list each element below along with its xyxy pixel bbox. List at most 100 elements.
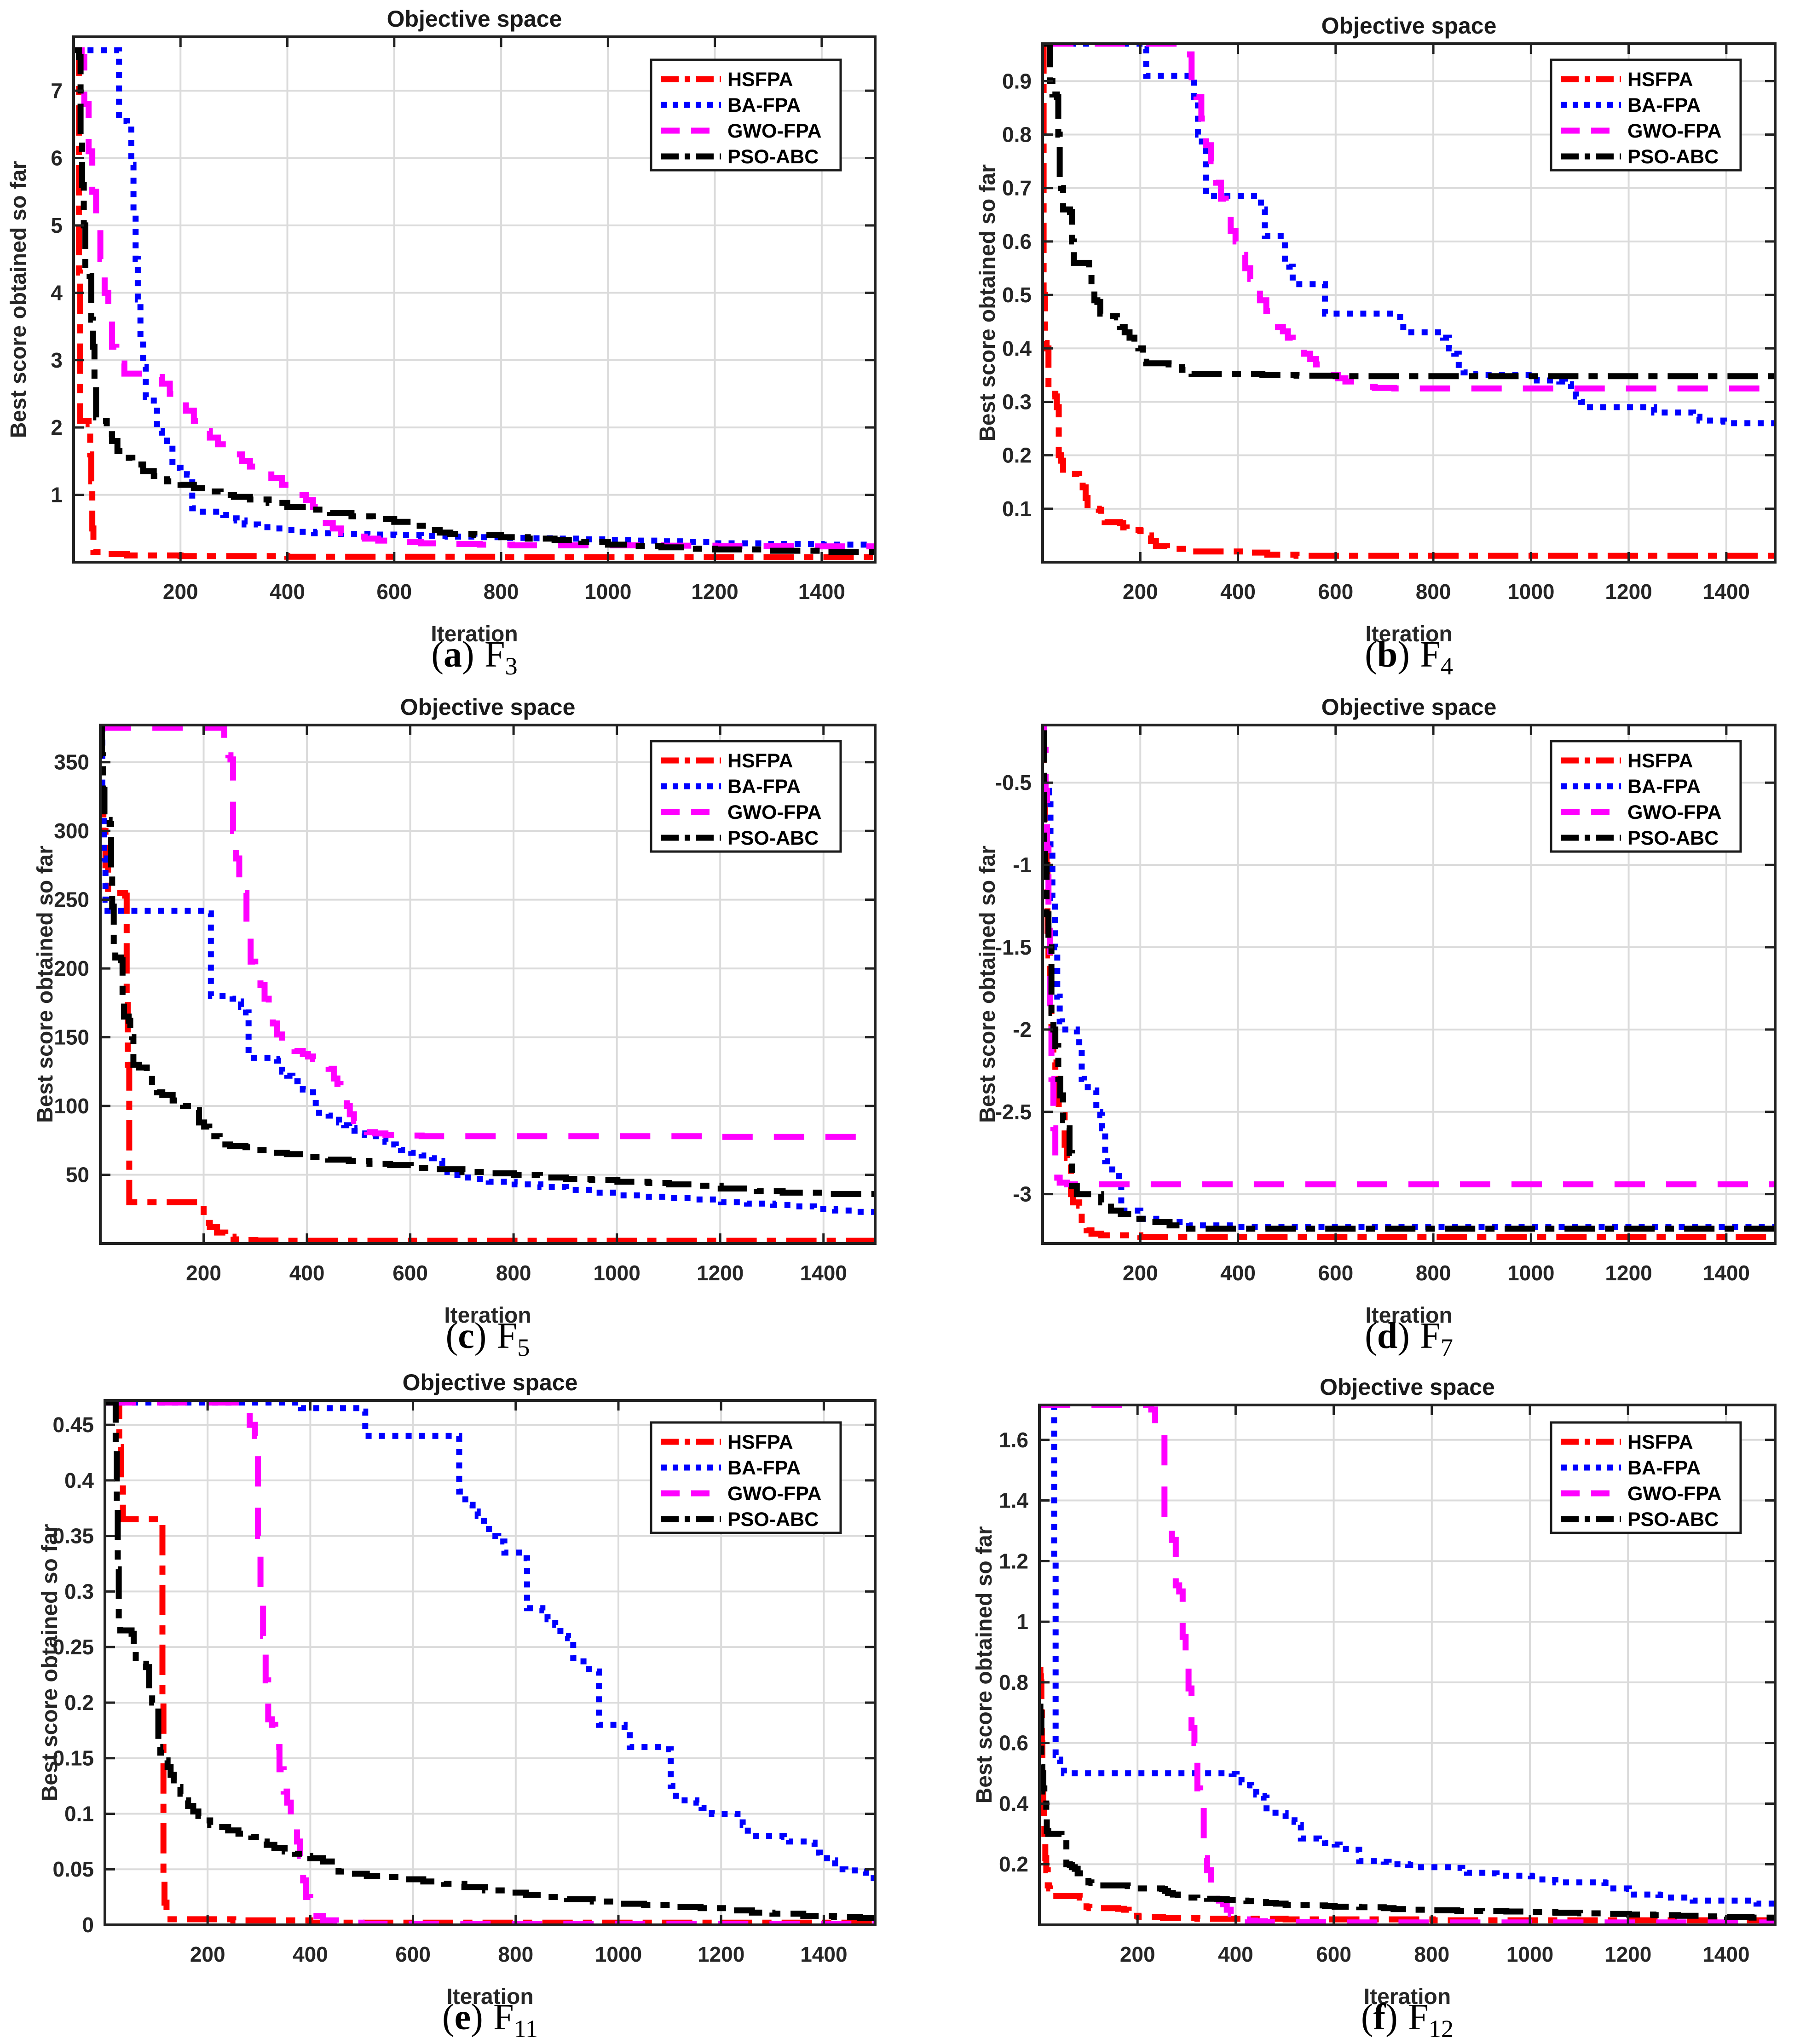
y-tick-label: -2 [1013, 1018, 1032, 1042]
series-ba-fpa [1046, 788, 1775, 1230]
series-gwo-fpa [1043, 725, 1775, 1187]
chart-canvas-d: 200 400 600 800 1000 1200 1400 -3 -2.5 -2 -1.5 -1 -0… [975, 694, 1777, 1328]
caption-function: F [1408, 1997, 1429, 2038]
y-tick-label: -0.5 [995, 771, 1032, 795]
x-tick-label: 800 [1416, 580, 1451, 604]
chart-title: Objective space [1321, 694, 1497, 720]
caption-letter: a [443, 634, 462, 675]
legend-label-gwo-fpa: GWO-FPA [727, 801, 822, 823]
x-tick-label: 800 [498, 1942, 533, 1966]
caption-open: ( [431, 634, 444, 675]
x-tick-label: 600 [392, 1261, 428, 1285]
x-tick-label: 1400 [1703, 1261, 1750, 1285]
series-group [1043, 725, 1775, 1240]
caption-c: (c) F5 [446, 1315, 530, 1362]
y-axis-label: Best score obtained so far [38, 1524, 62, 1802]
x-tick-label: 400 [1220, 1261, 1256, 1285]
x-tick-label: 1000 [1507, 1261, 1554, 1285]
legend-box [1550, 1421, 1742, 1534]
caption-subscript: 11 [513, 2015, 538, 2043]
series-hsfpa [1039, 1667, 1775, 1923]
legend-label-gwo-fpa: GWO-FPA [727, 1483, 822, 1505]
series-gwo-fpa [105, 1400, 875, 1925]
series-ba-fpa [100, 725, 875, 1215]
legend-label-pso-abc: PSO-ABC [1627, 1509, 1719, 1531]
y-tick-label: 150 [54, 1025, 89, 1049]
series-ba-fpa [1051, 1405, 1775, 1907]
y-tick-label: 200 [54, 956, 89, 980]
caption-letter: f [1373, 1997, 1386, 2038]
caption-subscript: 12 [1428, 2015, 1454, 2043]
legend: HSFPA BA-FPA GWO-FPA PSO-ABC [650, 740, 842, 853]
tick-marks [1043, 725, 1775, 1244]
x-tick-label: 1200 [698, 1942, 744, 1966]
y-tick-label: 0.35 [52, 1524, 94, 1548]
caption-subscript: 7 [1440, 1334, 1453, 1361]
series-gwo-fpa [1040, 1405, 1775, 1925]
y-axis-label: Best score obtained so far [6, 161, 31, 438]
x-tick-label: 400 [1220, 580, 1256, 604]
series-pso-abc [100, 725, 875, 1197]
series-ba-fpa [105, 1400, 875, 1886]
caption-subscript: 5 [517, 1334, 530, 1361]
y-tick-label: 3 [51, 348, 63, 372]
y-tick-label: 1 [51, 483, 63, 507]
x-tick-label: 1000 [593, 1261, 640, 1285]
legend: HSFPA BA-FPA GWO-FPA PSO-ABC [1550, 58, 1742, 172]
caption-e: (e) F11 [442, 1997, 538, 2043]
y-tick-label: 1 [1016, 1610, 1028, 1634]
caption-open: ( [1365, 1316, 1377, 1356]
y-tick-label: -1.5 [995, 935, 1032, 959]
tick-marks [105, 1400, 875, 1926]
tick-marks [100, 725, 875, 1244]
legend: HSFPA BA-FPA GWO-FPA PSO-ABC [1550, 740, 1742, 853]
series-gwo-fpa [74, 47, 875, 550]
chart-title: Objective space [1320, 1374, 1495, 1400]
series-pso-abc [105, 1400, 875, 1921]
y-tick-label: -1 [1013, 853, 1032, 877]
legend: HSFPA BA-FPA GWO-FPA PSO-ABC [1550, 1421, 1742, 1534]
legend-box [1550, 740, 1742, 853]
y-tick-label: 0.1 [1002, 497, 1032, 521]
y-tick-label: 1.6 [999, 1428, 1028, 1452]
x-tick-label: 200 [163, 580, 198, 604]
legend-label-ba-fpa: BA-FPA [727, 776, 801, 798]
x-tick-label: 200 [190, 1942, 225, 1966]
legend-label-pso-abc: PSO-ABC [727, 827, 819, 849]
chart-canvas-a: 200 400 600 800 1000 1200 1400 1 2 3 4 5 6 7 Objective… [6, 6, 877, 646]
y-tick-label: 5 [51, 213, 63, 237]
y-axis-label: Best score obtained so far [975, 846, 1000, 1123]
y-tick-label: 1.2 [999, 1549, 1028, 1573]
x-tick-label: 1000 [584, 580, 631, 604]
x-tick-label: 1000 [1506, 1942, 1553, 1966]
axes-box [1041, 724, 1777, 1245]
caption-open: ( [1361, 1997, 1373, 2038]
caption-function: F [1420, 1316, 1441, 1356]
caption-close: ) [1397, 1316, 1410, 1356]
caption-letter: b [1377, 634, 1398, 675]
x-tick-label: 200 [1123, 1261, 1158, 1285]
caption-b: (b) F4 [1365, 634, 1453, 680]
legend-label-ba-fpa: BA-FPA [727, 94, 801, 116]
y-axis-label: Best score obtained so far [33, 846, 58, 1123]
x-tick-label: 1200 [691, 580, 738, 604]
caption-letter: e [454, 1997, 471, 2038]
caption-subscript: 3 [505, 652, 518, 680]
caption-subscript: 4 [1440, 652, 1453, 680]
y-tick-label: 6 [51, 146, 63, 170]
x-tick-label: 1400 [1702, 1942, 1749, 1966]
x-tick-label: 1400 [798, 580, 845, 604]
y-tick-label: 0.15 [52, 1746, 94, 1770]
y-tick-label: 300 [54, 819, 89, 843]
caption-open: ( [442, 1997, 455, 2038]
caption-close: ) [474, 1316, 487, 1356]
x-tick-label: 600 [1316, 1942, 1351, 1966]
y-tick-label: 4 [51, 281, 63, 305]
y-tick-label: 0.8 [999, 1670, 1028, 1694]
y-axis-label: Best score obtained so far [975, 164, 1000, 442]
series-gwo-fpa [101, 725, 875, 1140]
legend-label-gwo-fpa: GWO-FPA [1627, 801, 1722, 823]
x-tick-label: 400 [289, 1261, 325, 1285]
series-pso-abc [1043, 730, 1775, 1232]
